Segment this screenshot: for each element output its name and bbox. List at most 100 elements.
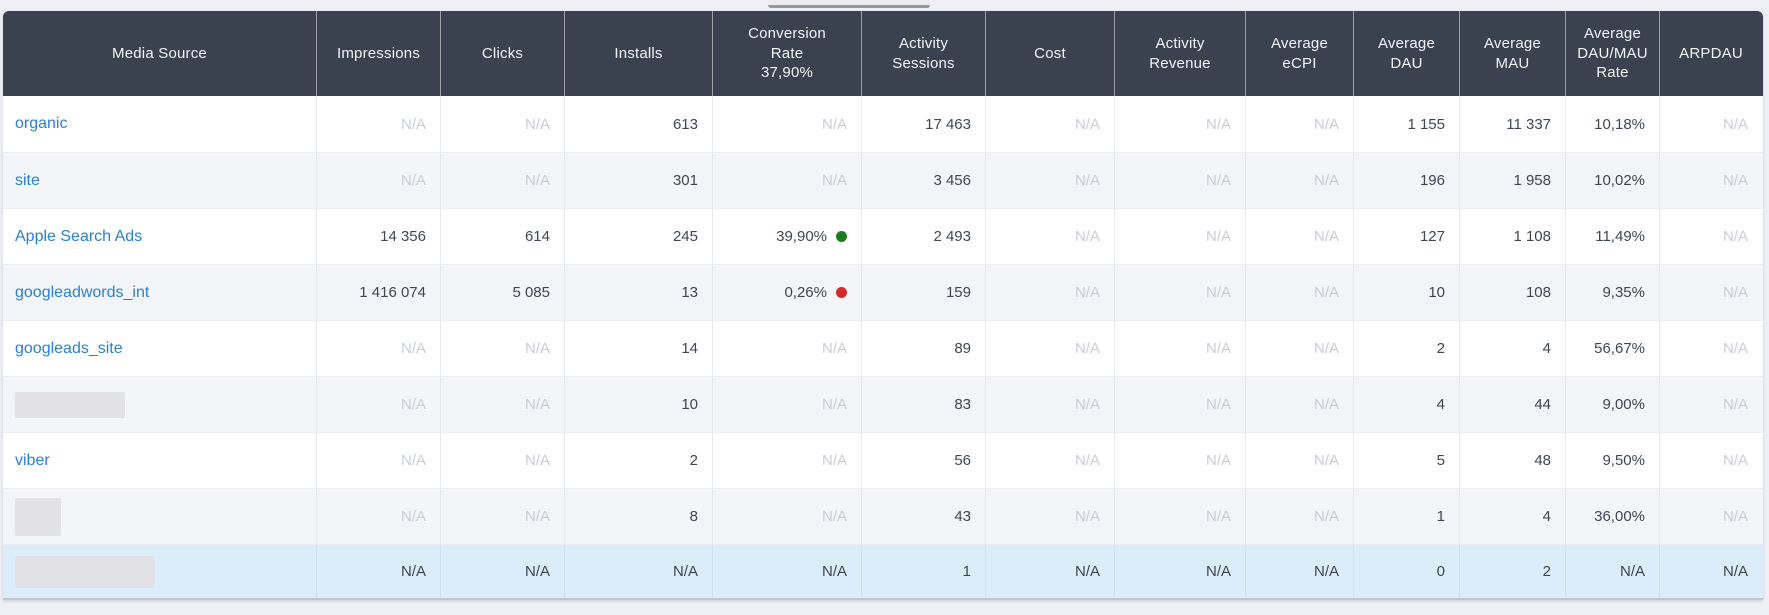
cell-average-dau: 10	[1353, 265, 1459, 320]
media-source-link[interactable]: Apple Search Ads	[15, 227, 143, 245]
cell-value: 56,67%	[1594, 340, 1645, 357]
cell-value: 11,49%	[1595, 228, 1645, 245]
cell-value: 4	[1436, 396, 1445, 413]
cell-value: 5	[1436, 452, 1445, 469]
column-header-clicks[interactable]: Clicks	[440, 11, 564, 96]
cell-value: N/A	[1074, 284, 1100, 301]
cell-average-ecpi: N/A	[1245, 433, 1353, 488]
cell-installs: 8	[564, 489, 712, 544]
cell-value: 301	[672, 172, 698, 189]
cell-value: N/A	[1205, 396, 1231, 413]
cell-average-ecpi: N/A	[1245, 489, 1353, 544]
media-source-link[interactable]: googleads_site	[15, 339, 123, 357]
cell-impressions: 14 356	[316, 209, 440, 264]
cell-cost: N/A	[985, 96, 1114, 152]
column-header-average-dau[interactable]: Average DAU	[1353, 11, 1459, 96]
cell-value: N/A	[1074, 563, 1100, 580]
table-row-redacted-5[interactable]: N/A N/A 10 N/A 83 N/A N/A N/A 4 44 9,00% N/A	[3, 376, 1763, 432]
column-header-conversion-rate[interactable]: Conversion Rate 37,90%	[712, 11, 861, 96]
cell-average-dau-mau-rate: N/A	[1565, 545, 1659, 598]
horizontal-scrollbar-thumb[interactable]	[768, 0, 930, 8]
cell-value: 10	[1428, 284, 1445, 301]
cell-activity-sessions: 3 456	[861, 153, 985, 208]
cell-value: N/A	[1074, 452, 1100, 469]
media-source-link[interactable]: viber	[15, 451, 50, 469]
column-header-average-dau-mau-rate[interactable]: Average DAU/MAU Rate	[1565, 11, 1659, 96]
cell-value: 2	[1436, 340, 1445, 357]
cell-conversion-rate: 39,90%	[712, 209, 861, 264]
table-row-redacted-8[interactable]: N/A N/A N/A N/A 1 N/A N/A N/A 0 2 N/A N/A	[3, 544, 1763, 600]
cell-activity-sessions: 159	[861, 265, 985, 320]
cell-value: N/A	[1722, 228, 1748, 245]
cell-value: N/A	[1313, 563, 1339, 580]
cell-value: 0	[1436, 563, 1445, 580]
cell-activity-revenue: N/A	[1114, 377, 1245, 432]
table-row-googleads-site[interactable]: googleads_site N/A N/A 14 N/A 89 N/A N/A N/A 2 4 56…	[3, 320, 1763, 376]
cell-activity-sessions: 83	[861, 377, 985, 432]
cell-value: N/A	[1722, 396, 1748, 413]
cell-media-source: Apple Search Ads	[3, 209, 316, 264]
table-row-googleadwords-int[interactable]: googleadwords_int 1 416 074 5 085 13 0,26% 15…	[3, 264, 1763, 320]
cell-installs: 613	[564, 96, 712, 152]
table-row-redacted-7[interactable]: N/A N/A 8 N/A 43 N/A N/A N/A 1 4 36,00% N/A	[3, 488, 1763, 544]
cell-arpdau: N/A	[1659, 209, 1762, 264]
table-row-organic[interactable]: organic N/A N/A 613 N/A 17 463 N/A N/A N/A 1 155 1…	[3, 96, 1763, 152]
column-header-media-source[interactable]: Media Source	[112, 44, 207, 62]
table-row-site[interactable]: site N/A N/A 301 N/A 3 456 N/A N/A N/A 196 1 958 10…	[3, 152, 1763, 208]
cell-installs: N/A	[564, 545, 712, 598]
cell-value: 127	[1419, 228, 1445, 245]
cell-activity-revenue: N/A	[1114, 321, 1245, 376]
cell-activity-sessions: 17 463	[861, 96, 985, 152]
cell-value: N/A	[1205, 284, 1231, 301]
cell-average-mau: 108	[1459, 265, 1565, 320]
cell-value: 43	[954, 508, 971, 525]
cell-average-dau: 1 155	[1353, 96, 1459, 152]
cell-arpdau: N/A	[1659, 377, 1762, 432]
cell-arpdau: N/A	[1659, 321, 1762, 376]
cell-value: 4	[1542, 508, 1551, 525]
cell-value: 10,18%	[1594, 115, 1645, 133]
cell-arpdau: N/A	[1659, 489, 1762, 544]
cell-activity-revenue: N/A	[1114, 489, 1245, 544]
cell-value: 10,02%	[1594, 172, 1645, 189]
cell-value: 10	[681, 396, 698, 413]
cell-average-ecpi: N/A	[1245, 377, 1353, 432]
cell-clicks: N/A	[440, 153, 564, 208]
cell-average-mau: 1 958	[1459, 153, 1565, 208]
column-header-arpdau[interactable]: ARPDAU	[1659, 11, 1762, 96]
column-header-average-mau[interactable]: Average MAU	[1459, 11, 1565, 96]
cell-average-dau: 196	[1353, 153, 1459, 208]
cell-value: 56	[954, 452, 971, 469]
media-source-table: Media Source Impressions Clicks Installs Con…	[3, 11, 1763, 600]
cell-value: N/A	[524, 172, 550, 189]
media-source-link[interactable]: googleadwords_int	[15, 283, 150, 301]
cell-installs: 301	[564, 153, 712, 208]
cell-value: N/A	[1722, 340, 1748, 357]
column-header-average-ecpi[interactable]: Average eCPI	[1245, 11, 1353, 96]
cell-value: N/A	[400, 563, 426, 580]
cell-value: 1 108	[1513, 228, 1551, 245]
cell-media-source: googleads_site	[3, 321, 316, 376]
media-source-link[interactable]: site	[15, 171, 40, 189]
cell-value: 245	[672, 228, 698, 245]
column-header-cost[interactable]: Cost	[985, 11, 1114, 96]
media-source-link[interactable]: organic	[15, 115, 68, 132]
cell-activity-sessions: 2 493	[861, 209, 985, 264]
cell-value: N/A	[1205, 508, 1231, 525]
cell-value: N/A	[1205, 563, 1231, 580]
cell-value: N/A	[1313, 508, 1339, 525]
column-header-activity-sessions[interactable]: Activity Sessions	[861, 11, 985, 96]
cell-impressions: N/A	[316, 153, 440, 208]
cell-clicks: N/A	[440, 489, 564, 544]
column-header-impressions[interactable]: Impressions	[316, 11, 440, 96]
table-row-apple-search-ads[interactable]: Apple Search Ads 14 356 614 245 39,90% 2 493 N…	[3, 208, 1763, 264]
column-header-installs[interactable]: Installs	[564, 11, 712, 96]
cell-value: N/A	[821, 172, 847, 189]
table-row-viber[interactable]: viber N/A N/A 2 N/A 56 N/A N/A N/A 5 48 9,50% N/A	[3, 432, 1763, 488]
cell-average-dau: 4	[1353, 377, 1459, 432]
cell-value: N/A	[400, 340, 426, 357]
cell-value: N/A	[1722, 284, 1748, 301]
cell-conversion-rate: N/A	[712, 153, 861, 208]
column-header-activity-revenue[interactable]: Activity Revenue	[1114, 11, 1245, 96]
cell-average-ecpi: N/A	[1245, 209, 1353, 264]
